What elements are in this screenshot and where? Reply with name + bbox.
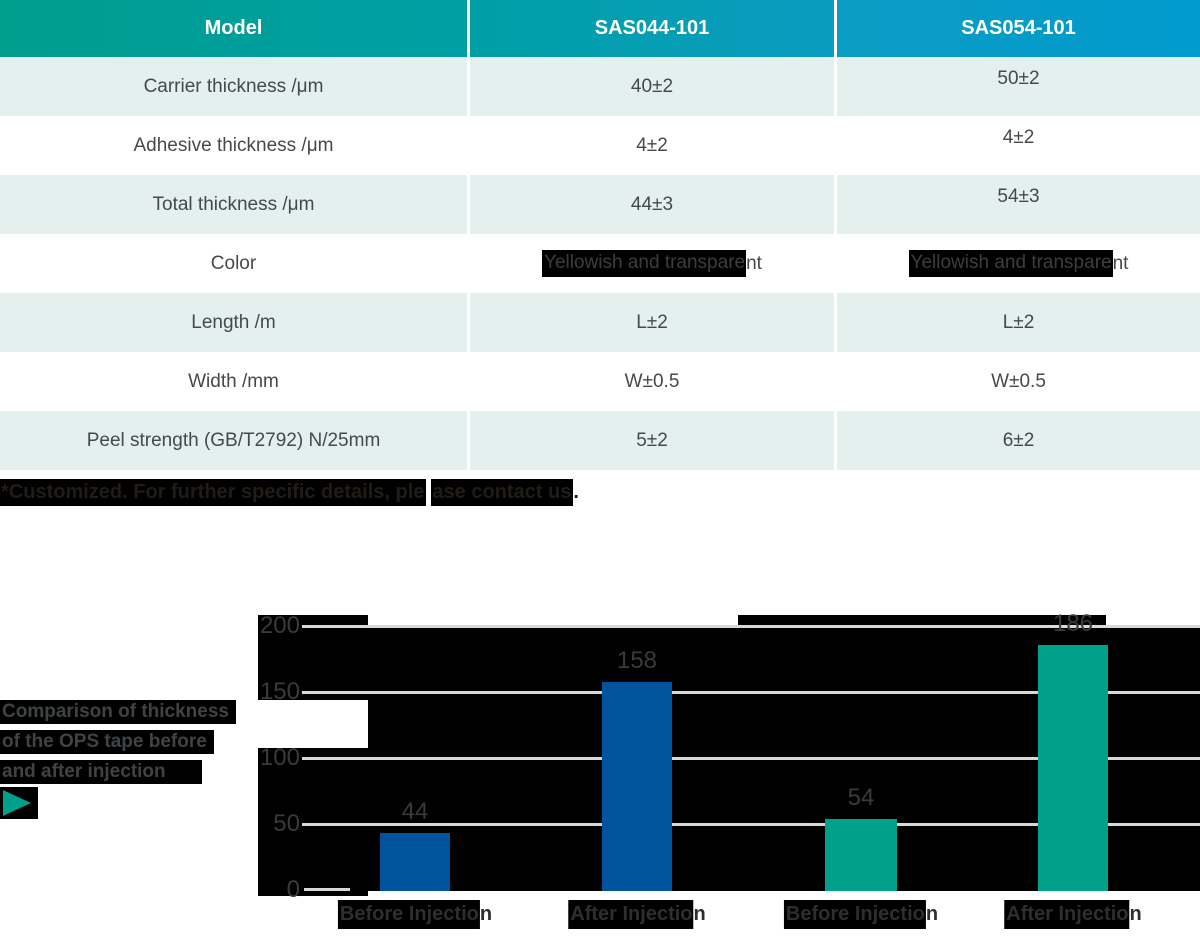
x-category-label: After Injection bbox=[1004, 900, 1142, 929]
bar-after-injection-sas054 bbox=[1038, 645, 1108, 891]
table-row: Total thickness /μm 44±3 54±3 bbox=[0, 175, 1200, 234]
text-tail: n bbox=[925, 903, 939, 925]
text-tail: nt bbox=[746, 252, 762, 274]
x-category-label: Before Injection bbox=[337, 900, 493, 929]
row-label: Peel strength (GB/T2792) N/25mm bbox=[0, 411, 470, 470]
text-tail: n bbox=[479, 903, 493, 925]
highlighted-text: After Injectio bbox=[1004, 900, 1130, 929]
bar-value-label: 44 bbox=[401, 798, 429, 825]
highlighted-text: Yellowish and transpare bbox=[542, 250, 747, 277]
carousel-arrow-button[interactable] bbox=[0, 787, 38, 819]
play-triangle-icon bbox=[3, 790, 31, 816]
y-tick-label: 0 bbox=[286, 876, 300, 903]
x-category-label: After Injection bbox=[568, 900, 706, 929]
axis-label-band bbox=[258, 615, 368, 896]
cell-value: L±2 bbox=[470, 293, 837, 352]
table-header-row: Model SAS044-101 SAS054-101 bbox=[0, 0, 1200, 57]
y-tick-label: 150 bbox=[259, 678, 300, 705]
table-row: Color Yellowish and transpare nt Yellowis… bbox=[0, 234, 1200, 293]
highlighted-text: Before Injectio bbox=[783, 900, 926, 929]
gridline-50 bbox=[302, 823, 1200, 826]
y-tick-label: 100 bbox=[259, 744, 300, 771]
x-category-label: Before Injection bbox=[783, 900, 939, 929]
cell-value: 6±2 bbox=[1002, 429, 1035, 451]
text-tail: n bbox=[693, 903, 706, 925]
table-row: Carrier thickness /μm 40±2 50±2 bbox=[0, 57, 1200, 116]
chart-title-line: and after injection bbox=[0, 760, 202, 784]
cell-value: 40±2 bbox=[470, 57, 837, 116]
highlighted-text: After Injectio bbox=[568, 900, 694, 929]
table-row: Length /m L±2 L±2 bbox=[0, 293, 1200, 352]
chart-title-line: of the OPS tape before bbox=[0, 730, 214, 754]
gridline-200 bbox=[302, 625, 1200, 628]
table-row: Peel strength (GB/T2792) N/25mm 5±2 6±2 bbox=[0, 411, 1200, 470]
row-label: Total thickness /μm bbox=[0, 175, 470, 234]
row-label: Color bbox=[0, 234, 470, 293]
text-tail: nt bbox=[1112, 252, 1129, 274]
top-strip bbox=[738, 615, 1106, 627]
y-tick-label: 200 bbox=[259, 612, 300, 639]
highlighted-text: Before Injectio bbox=[337, 900, 480, 929]
cell-value: 50±2 bbox=[997, 67, 1040, 89]
row-label: Adhesive thickness /μm bbox=[0, 116, 470, 175]
row-label: Length /m bbox=[0, 293, 470, 352]
cell-value: Yellowish and transpare nt bbox=[837, 234, 1200, 293]
gridline-0 bbox=[304, 888, 350, 891]
cell-value: W±0.5 bbox=[991, 370, 1046, 392]
text-tail: . bbox=[573, 481, 579, 503]
cell-value: 4±2 bbox=[470, 116, 837, 175]
chart-title-line: Comparison of thickness bbox=[0, 700, 236, 724]
table-row: Adhesive thickness /μm 4±2 4±2 bbox=[0, 116, 1200, 175]
row-label: Carrier thickness /μm bbox=[0, 57, 470, 116]
highlighted-text: ase contact us bbox=[431, 479, 574, 506]
header-cell-model: Model bbox=[0, 0, 470, 57]
customized-footnote: *Customized. For further specific detail… bbox=[0, 479, 1200, 509]
bar-after-injection-sas044 bbox=[602, 682, 672, 891]
highlighted-text: *Customized. For further specific detail… bbox=[0, 479, 427, 506]
text-tail: n bbox=[1129, 903, 1142, 925]
white-notch bbox=[258, 700, 368, 748]
bar-before-injection-sas054 bbox=[825, 819, 897, 891]
cell-value: 44±3 bbox=[470, 175, 837, 234]
bar-before-injection-sas044 bbox=[380, 833, 450, 891]
cell-value: 54±3 bbox=[997, 185, 1040, 207]
bar-value-label: 186 bbox=[1052, 610, 1094, 637]
gridline-150 bbox=[302, 691, 1200, 694]
highlighted-text: Yellowish and transpare bbox=[908, 250, 1113, 277]
chart-title: Comparison of thickness of the OPS tape … bbox=[0, 700, 236, 790]
cell-value: 5±2 bbox=[470, 411, 837, 470]
table-row: Width /mm W±0.5 W±0.5 bbox=[0, 352, 1200, 411]
cell-value: L±2 bbox=[1002, 311, 1035, 333]
spec-table: Model SAS044-101 SAS054-101 Carrier thic… bbox=[0, 0, 1200, 470]
bar-value-label: 158 bbox=[616, 647, 658, 674]
row-label: Width /mm bbox=[0, 352, 470, 411]
y-tick-label: 50 bbox=[273, 810, 300, 837]
header-cell-sas044: SAS044-101 bbox=[470, 0, 837, 57]
cell-value: Yellowish and transpare nt bbox=[470, 234, 837, 293]
bar-value-label: 54 bbox=[847, 784, 875, 811]
header-cell-sas054: SAS054-101 bbox=[961, 17, 1076, 39]
cell-value: W±0.5 bbox=[470, 352, 837, 411]
cell-value: 4±2 bbox=[1002, 126, 1035, 148]
gridline-100 bbox=[302, 757, 1200, 760]
